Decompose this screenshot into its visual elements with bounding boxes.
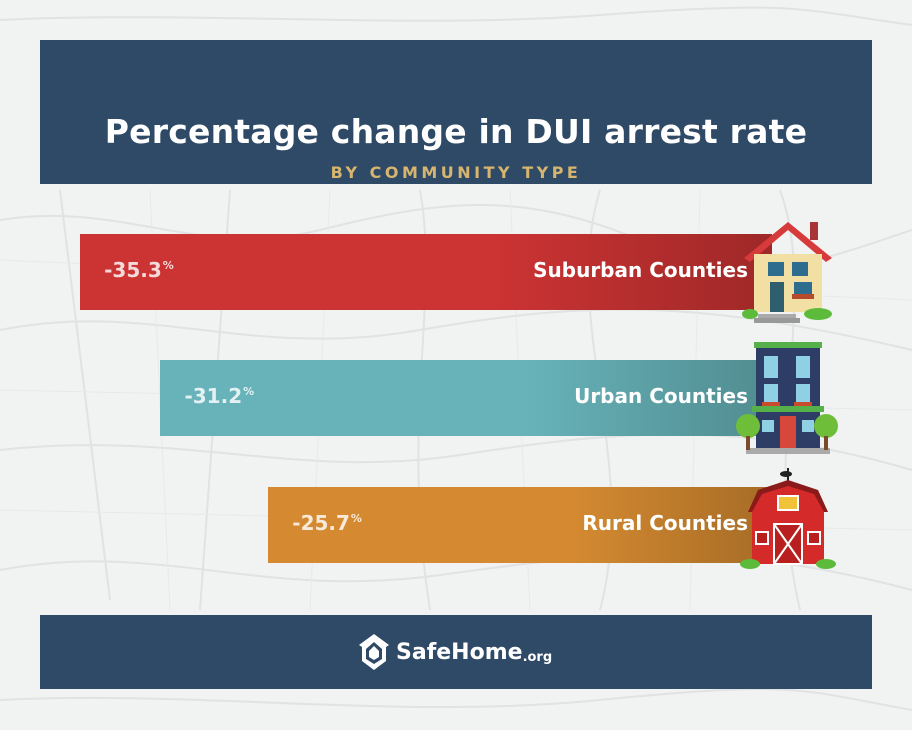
bar-value-label: -35.3%	[104, 258, 174, 282]
suburban-house-icon	[742, 222, 832, 323]
chart-header: Percentage change in DUI arrest rate BY …	[40, 40, 872, 184]
bar-value-label: -25.7%	[292, 511, 362, 535]
bar-category-label: Rural Counties	[582, 511, 748, 535]
bar-category-label: Urban Counties	[574, 384, 748, 408]
footer: SafeHome .org	[40, 615, 872, 689]
chart-title: Percentage change in DUI arrest rate	[104, 112, 808, 151]
shield-house-icon	[359, 634, 389, 670]
bar-rural-counties: -25.7% Rural Counties	[268, 487, 772, 563]
urban-building-icon	[736, 342, 838, 454]
bar-urban-counties: -31.2% Urban Counties	[160, 360, 772, 436]
bar-value-label: -31.2%	[184, 384, 255, 408]
chart-subtitle: BY COMMUNITY TYPE	[330, 163, 582, 182]
brand-name: SafeHome	[396, 639, 523, 665]
rural-barn-icon	[740, 468, 836, 569]
bar-category-label: Suburban Counties	[533, 258, 748, 282]
bar-suburban-counties: -35.3% Suburban Counties	[80, 234, 772, 310]
brand-suffix: .org	[522, 649, 553, 665]
brand-logo[interactable]: SafeHome .org	[358, 630, 552, 674]
